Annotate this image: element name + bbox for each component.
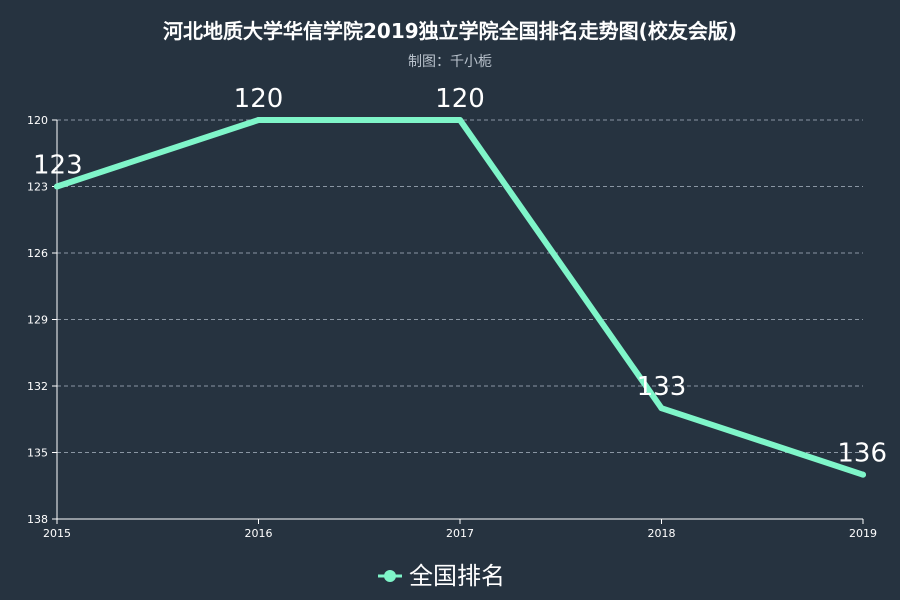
- data-point-2016[interactable]: [255, 117, 262, 123]
- y-tick-label-129: 129: [27, 314, 48, 327]
- y-tick-label-123: 123: [27, 181, 48, 194]
- y-tick-label-126: 126: [27, 247, 48, 260]
- y-tick-label-120: 120: [27, 114, 48, 127]
- legend-dot-icon: [384, 570, 396, 582]
- data-label-2018: 133: [637, 372, 687, 402]
- data-point-2019[interactable]: [860, 471, 866, 478]
- data-label-2017: 120: [435, 84, 485, 114]
- chart-title: 河北地质大学华信学院2019独立学院全国排名走势图(校友会版): [163, 19, 737, 43]
- legend-label: 全国排名: [409, 562, 505, 590]
- data-label-2015: 123: [33, 151, 83, 181]
- x-tick-label-2019: 2019: [849, 527, 877, 540]
- data-point-2018[interactable]: [658, 405, 665, 412]
- series-line-0[interactable]: [54, 117, 866, 478]
- series-layer: [54, 117, 866, 478]
- chart-subtitle: 制图：千小栀: [408, 54, 492, 70]
- x-tick-label-2018: 2018: [648, 527, 676, 540]
- x-tick-label-2015: 2015: [43, 527, 71, 540]
- data-label-2019: 136: [837, 439, 887, 469]
- grid-lines: [57, 119, 863, 453]
- data-point-2015[interactable]: [54, 183, 60, 190]
- y-tick-label-138: 138: [27, 513, 48, 526]
- data-label-2016: 120: [234, 84, 284, 114]
- data-point-2017[interactable]: [457, 117, 463, 123]
- data-labels: 123 120 120 133 136: [33, 84, 887, 469]
- legend[interactable]: 全国排名: [378, 562, 505, 590]
- y-tick-label-135: 135: [27, 447, 48, 460]
- y-tick-label-132: 132: [27, 380, 48, 393]
- x-tick-label-2016: 2016: [245, 527, 273, 540]
- x-tick-label-2017: 2017: [446, 527, 474, 540]
